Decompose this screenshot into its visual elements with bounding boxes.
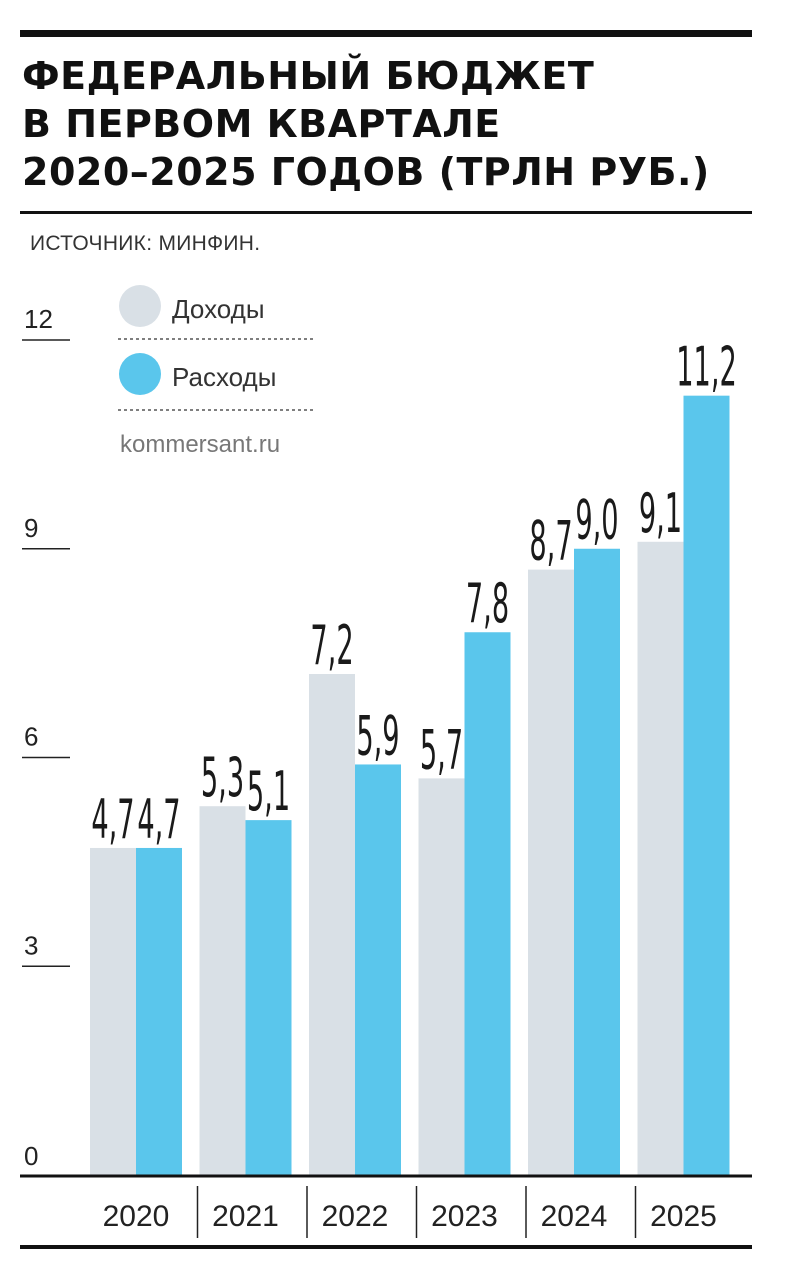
legend-swatch-expense	[119, 353, 161, 395]
x-tick-label: 2021	[212, 1200, 279, 1233]
y-tick-label: 9	[24, 513, 38, 543]
bar-income-2020	[90, 847, 136, 1175]
y-tick-label: 6	[24, 722, 38, 752]
legend: Доходы Расходы kommersant.ru	[118, 285, 314, 458]
legend-label-expense: Расходы	[172, 362, 276, 392]
title-line-2: В ПЕРВОМ КВАРТАЛЕ	[22, 102, 501, 146]
bar-income-2024	[528, 569, 574, 1175]
data-label-income-2021: 5,3	[201, 747, 244, 810]
data-labels: 4,7 4,7 5,3 5,1 7,25,9 5,7 7,8 8,7 9,0 9,1 11,2	[91, 336, 736, 851]
x-tick-label: 2022	[322, 1200, 389, 1233]
bar-income-2022	[309, 674, 355, 1175]
title-rule	[20, 211, 752, 214]
bar-expense-2022	[355, 764, 401, 1175]
data-label-expense-2025: 11,2	[676, 336, 737, 399]
data-label-income-2020: 4,7	[91, 789, 134, 852]
bars	[90, 395, 730, 1176]
source-note: ИСТОЧНИК: МИНФИН.	[30, 232, 261, 255]
title-line-3: 2020–2025 ГОДОВ (ТРЛН РУБ.)	[22, 150, 710, 194]
legend-label-income: Доходы	[172, 294, 265, 324]
x-tick-label: 2025	[650, 1200, 717, 1233]
bar-income-2023	[418, 778, 465, 1175]
data-label-expense-2024: 9,0	[575, 489, 618, 552]
data-label-income-2023: 5,7	[420, 719, 463, 782]
y-tick-label: 12	[24, 304, 53, 334]
bar-expense-2023	[464, 632, 511, 1175]
data-label-income-2024: 8,7	[529, 510, 572, 573]
title-line-1: ФЕДЕРАЛЬНЫЙ БЮДЖЕТ	[22, 54, 595, 98]
bar-expense-2020	[136, 847, 182, 1175]
data-label-income-2025: 9,1	[639, 483, 682, 546]
bar-expense-2021	[245, 820, 292, 1175]
bar-expense-2025	[683, 395, 730, 1176]
bar-income-2025	[637, 541, 684, 1175]
x-tick-label: 2023	[431, 1200, 498, 1233]
data-label-expense-2020: 4,7	[137, 789, 180, 852]
x-axis: 2020 2021 2022 2023 2024 2025	[20, 1174, 752, 1238]
data-label-expense-2023: 7,8	[466, 573, 509, 636]
bar-income-2021	[199, 806, 246, 1175]
y-tick-label: 0	[24, 1141, 38, 1171]
data-label-income-2022: 7,2	[310, 615, 353, 678]
chart-title: ФЕДЕРАЛЬНЫЙ БЮДЖЕТ В ПЕРВОМ КВАРТАЛЕ 202…	[22, 52, 710, 196]
legend-swatch-income	[119, 285, 161, 327]
x-tick-label: 2024	[541, 1200, 608, 1233]
top-rule	[20, 30, 752, 37]
y-tick-label: 3	[24, 930, 38, 960]
data-label-expense-2021: 5,1	[247, 761, 290, 824]
data-label-expense-2022: 5,9	[356, 705, 399, 768]
credit-text: kommersant.ru	[120, 431, 280, 458]
x-tick-label: 2020	[103, 1200, 170, 1233]
y-axis: 0 3 6 9 12	[22, 304, 70, 1171]
bar-expense-2024	[574, 548, 620, 1175]
bottom-rule	[20, 1245, 752, 1249]
